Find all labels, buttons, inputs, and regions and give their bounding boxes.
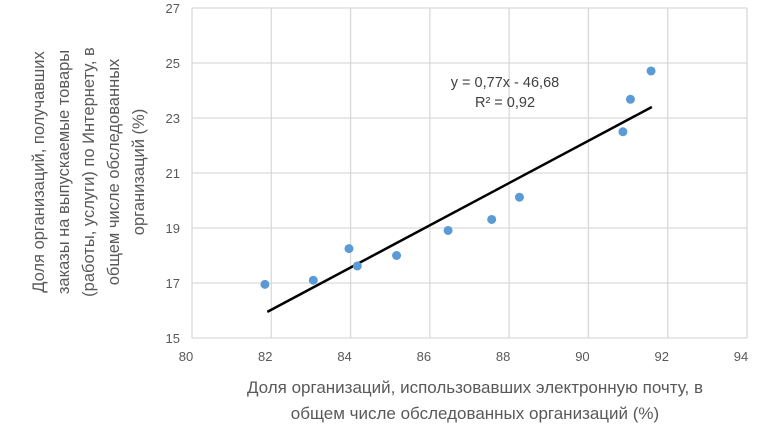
y-title-line: организаций (%) [130, 109, 148, 235]
x-tick-label: 92 [654, 349, 668, 364]
data-point [308, 275, 318, 285]
data-point [260, 279, 270, 289]
data-point [392, 251, 402, 260]
y-tick-label: 17 [166, 276, 180, 291]
data-point [487, 214, 497, 224]
data-point [625, 94, 635, 104]
data-point [514, 192, 524, 202]
y-tick-label: 21 [166, 166, 180, 181]
y-title-line: (работы, услуги) по Интернету, в [80, 47, 98, 297]
y-title-line: Доля организаций, получавших [30, 51, 48, 293]
x-tick-label: 88 [496, 349, 510, 364]
data-point [443, 225, 453, 235]
data-point [352, 261, 362, 271]
y-tick-label: 27 [166, 1, 180, 16]
y-title-line: заказы на выпускаемые товары [55, 50, 73, 294]
data-point [646, 66, 656, 76]
y-tick-label: 23 [166, 111, 180, 126]
x-tick-label: 94 [734, 349, 748, 364]
x-tick-label: 84 [337, 349, 351, 364]
x-tick-label: 80 [179, 349, 193, 364]
y-tick-label: 25 [166, 56, 180, 71]
trendline [266, 105, 653, 313]
x-tick-label: 86 [417, 349, 431, 364]
x-tick-label: 90 [575, 349, 589, 364]
y-axis-title: Доля организаций, получавших заказы на в… [30, 47, 148, 297]
data-point [618, 127, 628, 137]
y-tick-label: 19 [166, 221, 180, 236]
data-point [344, 244, 354, 254]
trend-r2: R² = 0,92 [475, 95, 535, 111]
x-tick-label: 82 [258, 349, 272, 364]
y-title-line: общем числе обследованных [105, 58, 123, 285]
x-axis-title-line: общем числе обследованных организаций (%… [290, 404, 660, 423]
trend-equation: y = 0,77x - 46,68 [451, 75, 559, 91]
x-axis-title-line: Доля организаций, использовавших электро… [246, 378, 704, 397]
y-tick-label: 15 [166, 331, 180, 346]
